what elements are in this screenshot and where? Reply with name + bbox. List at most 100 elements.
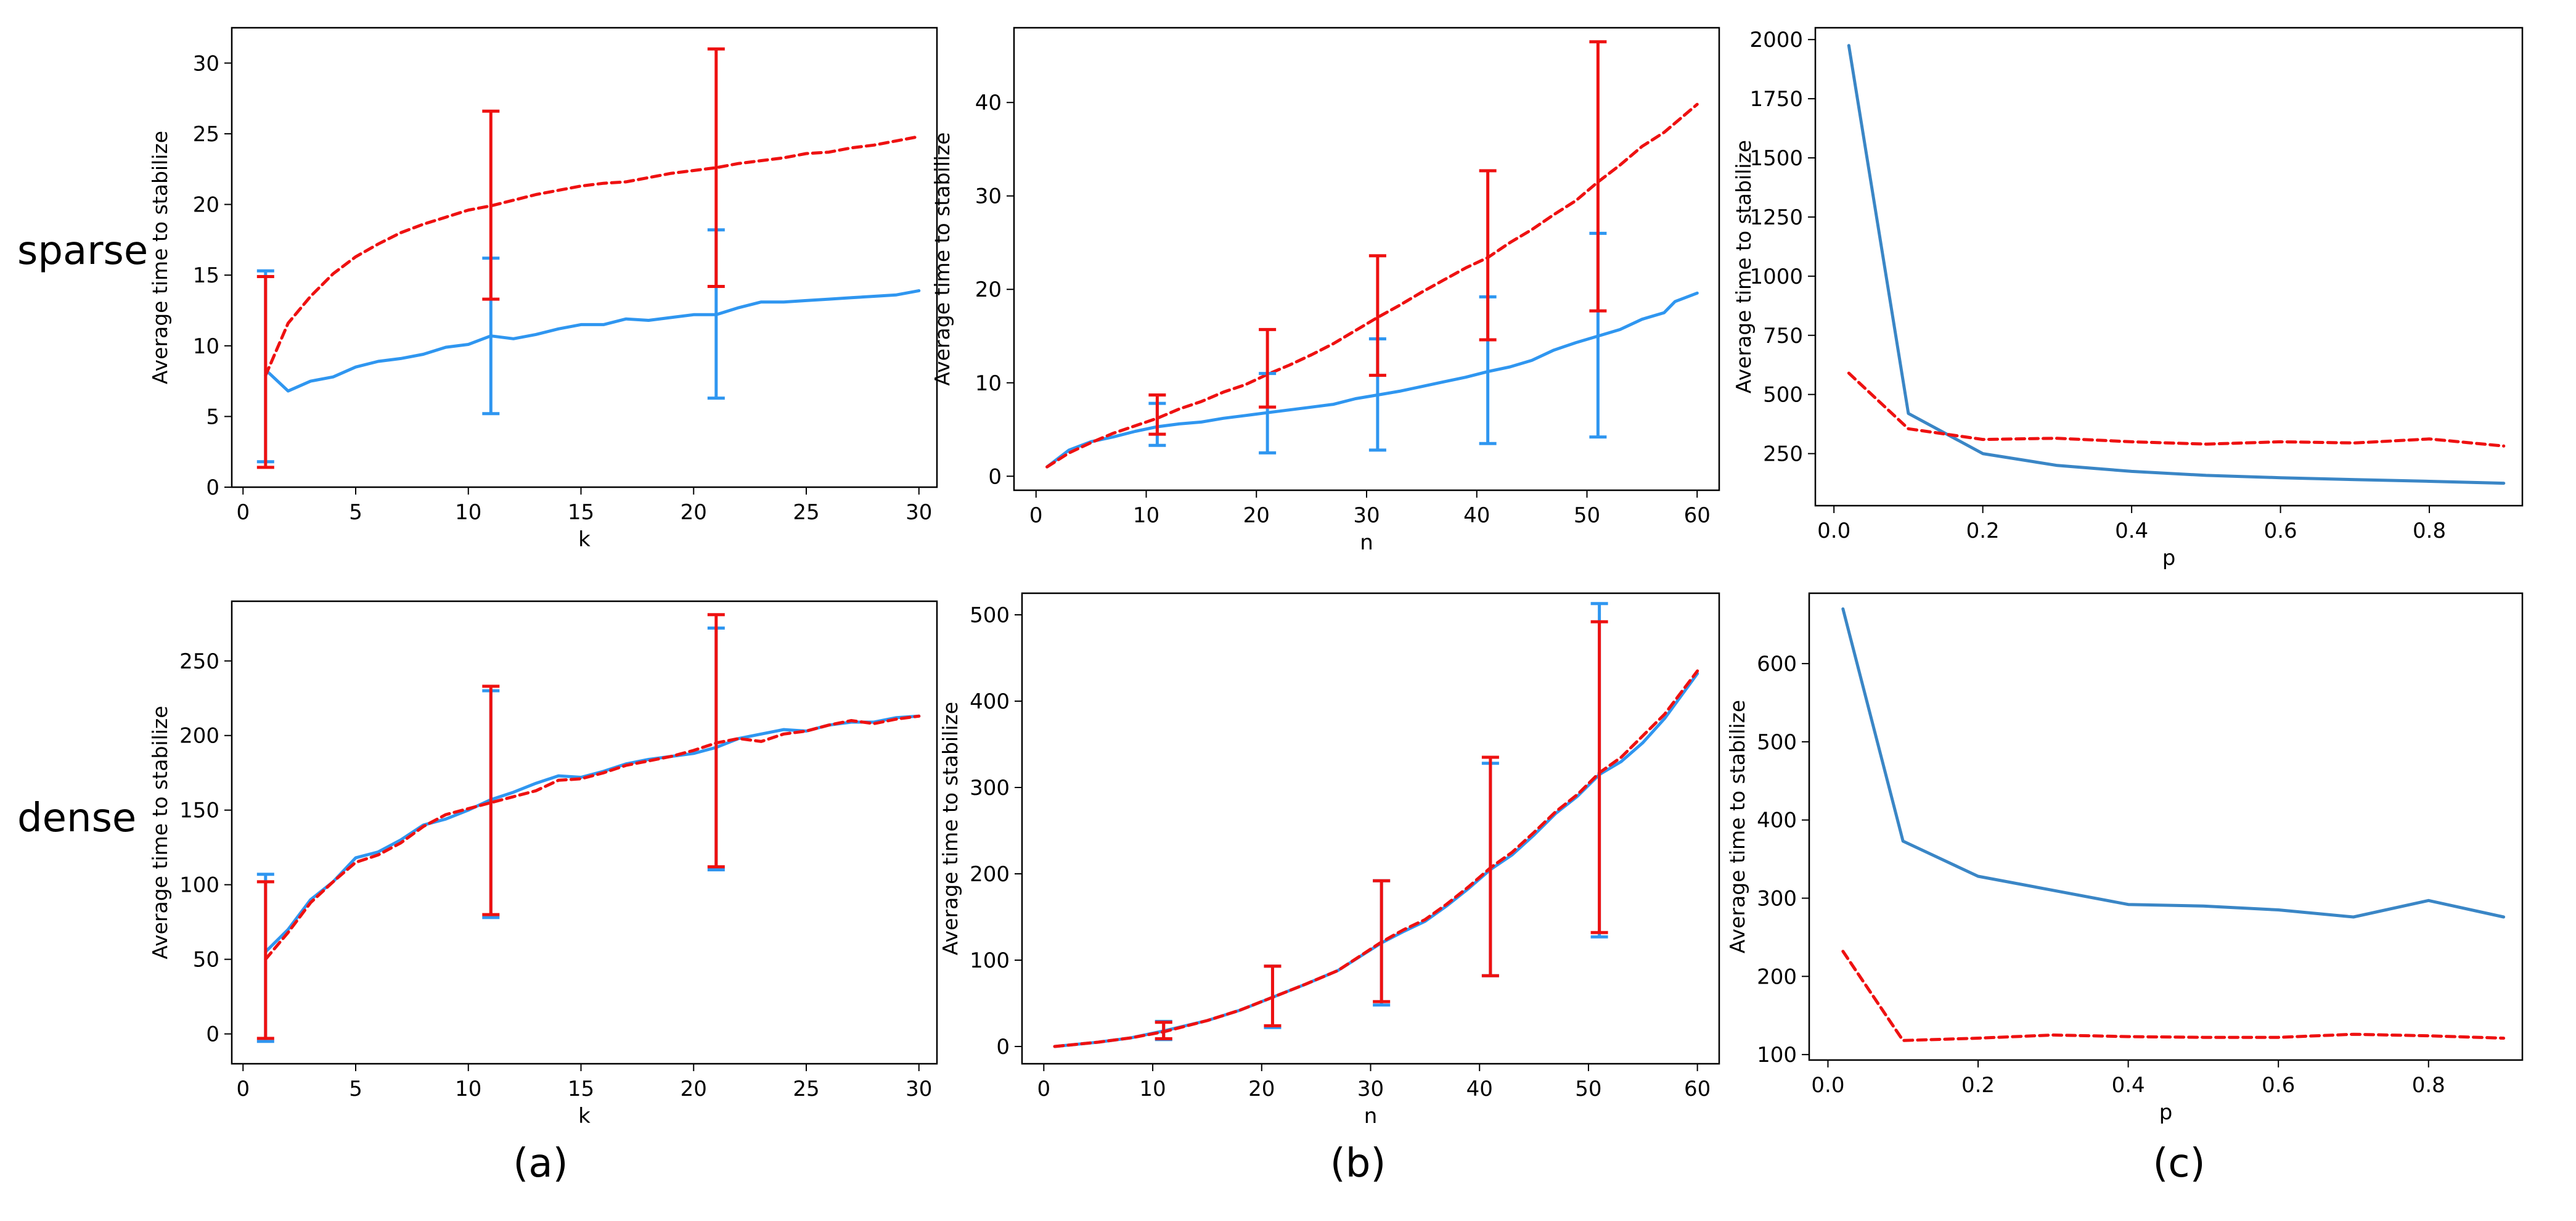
y-tick-label: 15 xyxy=(193,263,219,288)
x-tick-label: 10 xyxy=(1139,1077,1166,1101)
row-label-dense: dense xyxy=(17,796,137,841)
y-tick-label: 150 xyxy=(179,799,219,823)
y-axis-label: Average time to stabilize xyxy=(148,705,172,959)
plot-area xyxy=(1045,40,1699,469)
y-tick-label: 30 xyxy=(193,51,219,76)
x-tick-label: 0 xyxy=(1029,503,1043,528)
y-tick-label: 50 xyxy=(193,948,219,972)
x-tick-label: 40 xyxy=(1463,503,1490,528)
chart-sparse-k: 0 5 10 15 20 25 30 0 5 10 15 20 25 30 k Average time to… xyxy=(148,27,938,552)
chart-dense-p: 0.0 0.2 0.4 0.6 0.8 100 200 300 400 500 600 p Averag… xyxy=(1725,592,2524,1125)
series-line-blue xyxy=(1847,44,2506,485)
y-tick-label: 1500 xyxy=(1749,146,1803,171)
x-tick-label: 20 xyxy=(681,1077,707,1101)
x-tick-label: 0.6 xyxy=(2262,1073,2295,1098)
errorbar-red xyxy=(482,109,500,301)
x-axis-label: k xyxy=(578,527,591,552)
plot-area xyxy=(1847,44,2506,485)
x-tick-label: 10 xyxy=(1133,503,1159,528)
axes-frame xyxy=(231,27,938,488)
x-tick-label: 50 xyxy=(1575,1077,1601,1101)
y-axis-label: Average time to stabilize xyxy=(1725,700,1749,953)
y-tick-label: 300 xyxy=(970,776,1010,800)
x-tick-label: 30 xyxy=(1353,503,1380,528)
panel-label-c: (c) xyxy=(2153,1141,2206,1186)
x-tick-label: 0 xyxy=(1037,1077,1051,1101)
chart-sparse-n: 0 10 20 30 40 50 60 0 10 20 30 40 n Average time to s… xyxy=(930,27,1720,555)
x-tick-label: 0.0 xyxy=(1817,519,1850,543)
y-tick-label: 400 xyxy=(970,689,1010,714)
row-label-sparse: sparse xyxy=(17,228,149,274)
x-tick-label: 0.8 xyxy=(2412,1073,2445,1098)
x-tick-label: 5 xyxy=(349,1077,362,1101)
x-tick-label: 0 xyxy=(236,1077,250,1101)
x-tick-label: 15 xyxy=(568,1077,594,1101)
x-axis-label: n xyxy=(1364,1104,1378,1128)
x-axis-label: p xyxy=(2159,1100,2173,1125)
x-tick-label: 0.4 xyxy=(2112,1073,2145,1098)
x-tick-label: 10 xyxy=(455,1077,481,1101)
plot-area xyxy=(256,47,921,469)
panel-label-b: (b) xyxy=(1330,1141,1386,1186)
x-tick-label: 60 xyxy=(1684,503,1711,528)
errorbar-red xyxy=(1264,964,1282,1027)
chart-dense-k: 0 5 10 15 20 25 30 0 50 100 150 200 250 k Average time… xyxy=(148,600,938,1128)
y-axis-label: Average time to stabilize xyxy=(148,131,172,384)
x-tick-label: 30 xyxy=(906,1077,932,1101)
series-line-red xyxy=(1045,102,1699,469)
errorbar-red xyxy=(256,274,274,469)
x-tick-label: 10 xyxy=(455,500,481,525)
errorbar-red xyxy=(482,684,500,916)
x-tick-label: 0.2 xyxy=(1961,1073,1995,1098)
y-tick-label: 2000 xyxy=(1749,28,1803,52)
errorbar-red xyxy=(1481,755,1499,977)
panel-label-a: (a) xyxy=(513,1141,568,1186)
series-line-red xyxy=(264,714,921,961)
y-axis-label: Average time to stabilize xyxy=(938,702,962,955)
x-tick-label: 20 xyxy=(1243,503,1270,528)
errorbar-red xyxy=(1479,169,1497,342)
series-line-blue xyxy=(1053,672,1699,1048)
x-tick-label: 0.6 xyxy=(2264,519,2297,543)
x-tick-label: 0 xyxy=(236,500,250,525)
x-axis-label: k xyxy=(578,1104,591,1128)
y-tick-label: 500 xyxy=(1757,730,1797,755)
axes-frame xyxy=(1013,27,1720,491)
y-tick-label: 200 xyxy=(179,724,219,749)
y-tick-label: 1000 xyxy=(1749,265,1803,289)
y-tick-label: 600 xyxy=(1757,652,1797,676)
y-tick-label: 200 xyxy=(970,862,1010,887)
y-tick-label: 100 xyxy=(179,873,219,898)
series-line-blue xyxy=(264,714,921,953)
series-line-red xyxy=(1847,371,2506,448)
errorbar-red xyxy=(1368,254,1386,377)
y-tick-label: 1750 xyxy=(1749,87,1803,112)
axes-frame xyxy=(1808,592,2524,1061)
axes-frame xyxy=(1021,592,1720,1065)
axes-frame xyxy=(231,600,938,1065)
series-line-blue xyxy=(264,289,921,393)
x-tick-label: 0.8 xyxy=(2413,519,2446,543)
x-tick-label: 25 xyxy=(793,500,819,525)
errorbar-red xyxy=(1589,40,1607,313)
errorbar-red xyxy=(1259,327,1277,409)
x-tick-label: 0.0 xyxy=(1811,1073,1844,1098)
errorbar-red xyxy=(1155,1021,1172,1040)
y-tick-label: 0 xyxy=(988,464,1002,489)
errorbar-red xyxy=(707,613,725,869)
y-tick-label: 400 xyxy=(1757,808,1797,833)
errorbar-red xyxy=(1373,879,1391,1003)
series-line-red xyxy=(1841,950,2506,1042)
y-axis-label: Average time to stabilize xyxy=(1732,140,1756,393)
x-axis-label: p xyxy=(2162,546,2176,570)
plot-area xyxy=(1841,607,2506,1042)
chart-dense-n: 0 10 20 30 40 50 60 0 100 200 300 400 500 n Average ti… xyxy=(938,592,1720,1128)
plot-area xyxy=(256,613,921,1043)
y-tick-label: 20 xyxy=(193,193,219,218)
y-tick-label: 250 xyxy=(1763,442,1803,467)
errorbar-red xyxy=(1590,620,1608,934)
y-tick-label: 100 xyxy=(1757,1043,1797,1067)
errorbar-red xyxy=(707,47,725,288)
y-tick-label: 0 xyxy=(996,1035,1010,1059)
